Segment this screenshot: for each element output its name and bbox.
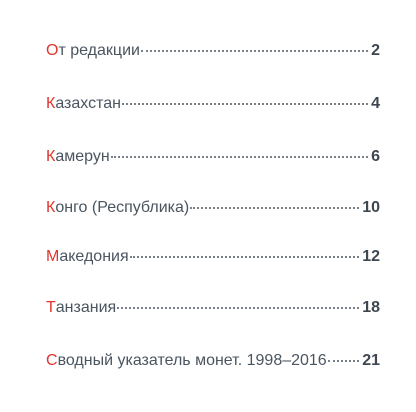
entry-title: т редакции: [58, 42, 140, 59]
entry-title: амерун: [55, 148, 110, 165]
entry-title: анзания: [55, 299, 117, 316]
dot-leader: [140, 50, 369, 52]
dot-leader: [117, 307, 360, 309]
entry-initial: С: [46, 352, 58, 369]
page-number: 12: [362, 248, 380, 265]
entry-initial: К: [46, 199, 56, 216]
page-number: 4: [371, 95, 380, 112]
dot-leader: [121, 103, 369, 105]
dot-leader: [190, 207, 360, 209]
entry-initial: М: [46, 248, 60, 265]
entry-initial: О: [46, 42, 59, 59]
entry-title: онго (Республика): [55, 199, 190, 216]
page-number: 6: [371, 148, 380, 165]
entry-title: акедония: [59, 248, 129, 265]
page-number: 10: [362, 199, 380, 216]
page-number: 2: [371, 42, 380, 59]
entry-title: водный указатель монет. 1998–2016: [57, 352, 327, 369]
dot-leader: [129, 256, 360, 258]
dot-leader: [110, 156, 369, 158]
dot-leader: [327, 360, 360, 362]
entry-initial: К: [46, 148, 56, 165]
page-number: 18: [362, 299, 380, 316]
entry-initial: Т: [46, 299, 56, 316]
entry-initial: К: [46, 95, 56, 112]
page-number: 21: [362, 352, 380, 369]
entry-title: азахстан: [55, 95, 121, 112]
